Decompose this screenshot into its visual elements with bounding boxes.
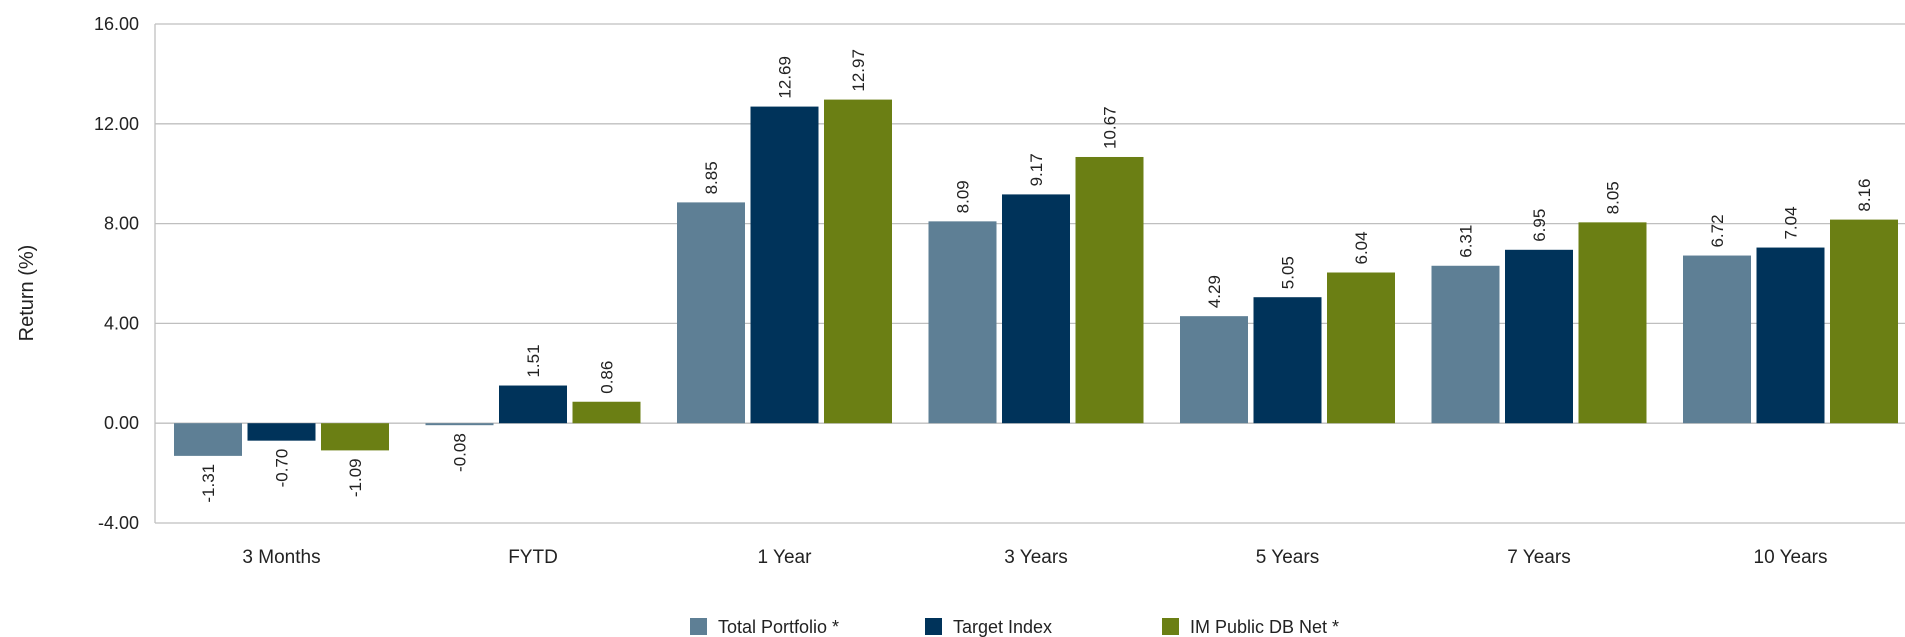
- data-label: 8.16: [1855, 179, 1874, 212]
- y-tick-label: 0.00: [104, 413, 139, 433]
- data-label: 6.04: [1352, 231, 1371, 264]
- data-label: 8.09: [954, 180, 973, 213]
- bar: [174, 423, 242, 456]
- y-tick-label: 4.00: [104, 313, 139, 333]
- x-tick-label: 5 Years: [1256, 547, 1319, 568]
- bar: [750, 106, 819, 424]
- bar: [928, 221, 997, 424]
- bar: [1180, 316, 1248, 424]
- data-label: -1.31: [199, 464, 218, 503]
- data-label: 8.05: [1604, 181, 1623, 214]
- bar: [1327, 272, 1395, 424]
- data-label: 10.67: [1101, 106, 1120, 149]
- data-label: -0.70: [273, 449, 292, 488]
- x-tick-label: 1 Year: [758, 547, 813, 568]
- bar: [1578, 222, 1647, 424]
- x-tick-label: 3 Months: [242, 547, 320, 568]
- data-label: -1.09: [346, 458, 365, 497]
- data-labels-layer: -1.31 -0.70 -1.09 -0.08 1.51 0.86 8.85 12.69 12.…: [199, 49, 1874, 503]
- bar: [677, 202, 745, 424]
- legend-label: Target Index: [953, 617, 1052, 637]
- bar: [499, 385, 567, 424]
- data-label: 0.86: [598, 361, 617, 394]
- bar: [247, 423, 316, 441]
- y-tick-label: 8.00: [104, 214, 139, 234]
- bar: [1756, 247, 1825, 424]
- legend-swatch: [690, 618, 707, 635]
- legend-label: IM Public DB Net *: [1190, 617, 1339, 637]
- data-label: -0.08: [451, 433, 470, 472]
- bar: [425, 423, 494, 426]
- data-label: 12.69: [776, 56, 795, 99]
- bar: [1830, 219, 1898, 424]
- y-axis-title: Return (%): [16, 245, 38, 342]
- bar: [1253, 297, 1322, 424]
- data-label: 4.29: [1205, 275, 1224, 308]
- y-tick-label: 16.00: [94, 14, 139, 34]
- legend-swatch: [1162, 618, 1179, 635]
- x-tick-label: 10 Years: [1754, 547, 1828, 568]
- data-label: 6.95: [1530, 209, 1549, 242]
- legend-swatch: [925, 618, 942, 635]
- bar: [321, 423, 389, 451]
- data-label: 5.05: [1279, 256, 1298, 289]
- bar: [1431, 265, 1500, 424]
- legend-label: Total Portfolio *: [718, 617, 839, 637]
- bar: [824, 99, 892, 424]
- axis-layer: 16.00 12.00 8.00 4.00 0.00 -4.00 3 Months FYTD 1…: [94, 14, 1828, 568]
- x-tick-label: 7 Years: [1507, 547, 1570, 568]
- data-label: 9.17: [1027, 153, 1046, 186]
- x-tick-label: 3 Years: [1004, 547, 1067, 568]
- bar: [1505, 249, 1573, 424]
- bar: [572, 401, 641, 424]
- data-label: 8.85: [702, 161, 721, 194]
- data-label: 7.04: [1782, 206, 1801, 239]
- data-label: 12.97: [849, 49, 868, 92]
- data-label: 1.51: [524, 344, 543, 377]
- y-tick-label: 12.00: [94, 114, 139, 134]
- bar: [1683, 255, 1751, 424]
- bar: [1002, 194, 1070, 424]
- bars-layer: [174, 99, 1898, 456]
- y-tick-label: -4.00: [98, 513, 139, 533]
- data-label: 6.72: [1708, 214, 1727, 247]
- x-tick-label: FYTD: [508, 547, 558, 568]
- legend: Total Portfolio * Target Index IM Public D…: [690, 617, 1339, 637]
- bar: [1075, 156, 1144, 424]
- data-label: 6.31: [1457, 225, 1476, 258]
